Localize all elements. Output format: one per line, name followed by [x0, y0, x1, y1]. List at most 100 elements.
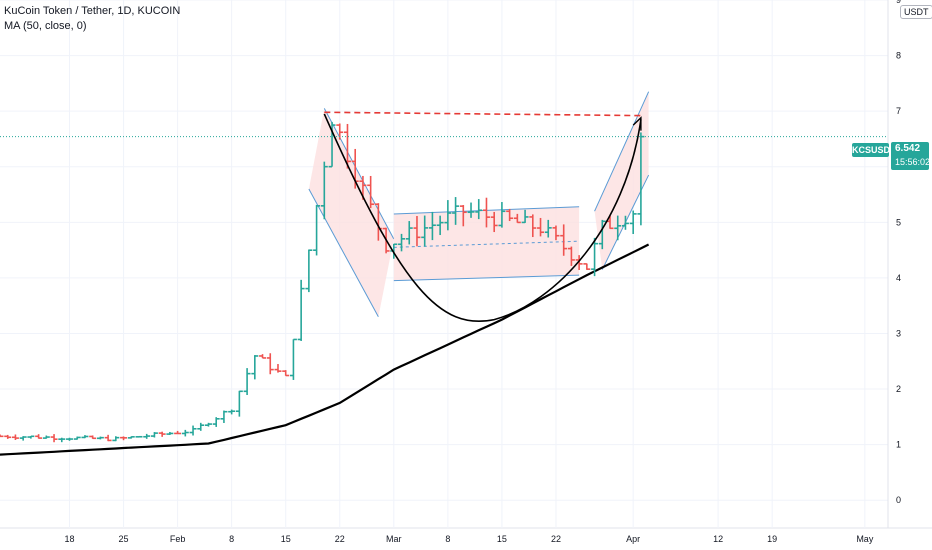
bar-up — [621, 215, 629, 230]
time-tick-label: 25 — [119, 534, 129, 544]
bar-up — [251, 355, 259, 380]
bar-up — [243, 368, 251, 396]
bar-up — [212, 417, 220, 427]
bar-up — [135, 435, 143, 438]
bar-up — [96, 436, 104, 440]
currency-badge[interactable]: USDT — [900, 5, 932, 19]
time-tick-label: 18 — [64, 534, 74, 544]
price-axis[interactable]: 0123456789 — [896, 0, 901, 505]
bar-up — [19, 436, 27, 441]
bar-down — [50, 434, 58, 443]
bar-down — [104, 434, 112, 442]
bar-up — [313, 204, 321, 256]
time-tick-label: 12 — [713, 534, 723, 544]
bar-down — [560, 224, 568, 256]
time-tick-label: 22 — [335, 534, 345, 544]
time-tick-label: 15 — [281, 534, 291, 544]
time-tick-label: 8 — [445, 534, 450, 544]
bar-down — [583, 263, 591, 270]
bar-down — [506, 208, 514, 222]
target-dashed-line — [324, 111, 641, 117]
bar-up — [42, 435, 50, 439]
bar-up — [112, 436, 120, 442]
price-tick-label: 2 — [896, 384, 901, 394]
left-channel-fill — [308, 108, 394, 317]
bar-up — [228, 409, 236, 415]
bar-up — [58, 437, 66, 443]
bar-up — [452, 197, 460, 225]
bar-down — [367, 175, 375, 209]
bar-up — [305, 249, 313, 293]
bar-up — [143, 433, 151, 439]
bar-down — [120, 436, 128, 441]
bar-up — [166, 431, 174, 435]
bar-up — [629, 210, 637, 235]
price-tick-label: 8 — [896, 51, 901, 61]
bar-up — [591, 237, 599, 277]
cup-arrowhead — [632, 116, 642, 131]
bar-up — [498, 202, 506, 228]
price-tick-label: 0 — [896, 495, 901, 505]
bar-down — [158, 431, 166, 437]
time-tick-label: Apr — [626, 534, 640, 544]
bar-down — [529, 214, 537, 238]
bar-up — [421, 215, 429, 247]
price-tick-label: 7 — [896, 106, 901, 116]
time-tick-label: 19 — [767, 534, 777, 544]
bar-up — [181, 429, 189, 437]
legend-title: KuCoin Token / Tether, 1D, KUCOIN — [4, 5, 181, 17]
bar-up — [73, 436, 81, 440]
symbol-price-label: KCSUSDT — [852, 143, 896, 157]
ohlc-bars — [0, 121, 645, 443]
price-tick-label: 1 — [896, 440, 901, 450]
price-tick-label: 9 — [896, 0, 901, 5]
bar-up — [27, 435, 35, 439]
bar-down — [274, 364, 282, 373]
bar-down — [259, 354, 267, 359]
bar-down — [459, 205, 467, 227]
bar-down — [174, 430, 182, 435]
bar-up — [398, 233, 406, 252]
legend-indicator[interactable]: MA (50, close, 0) — [4, 20, 87, 32]
bar-down — [567, 246, 575, 266]
bar-up — [150, 432, 158, 438]
right-channel-upper — [594, 91, 650, 212]
bar-up — [320, 161, 328, 220]
bar-up — [428, 211, 436, 241]
bar-down — [552, 225, 560, 241]
bar-up — [444, 200, 452, 231]
bar-up — [467, 202, 475, 218]
bar-up — [598, 219, 606, 250]
price-tick-label: 4 — [896, 273, 901, 283]
bar-down — [490, 211, 498, 233]
range-channel-lower — [393, 274, 580, 282]
bar-up — [235, 390, 243, 417]
bar-up — [205, 422, 212, 427]
time-tick-label: 15 — [497, 534, 507, 544]
bar-up — [189, 425, 197, 436]
bar-down — [35, 434, 43, 439]
last-price-value: 6.542 — [895, 143, 921, 154]
bar-up — [197, 422, 205, 431]
bar-up — [220, 410, 228, 423]
right-channel-fill — [594, 91, 649, 270]
bar-countdown: 15:56:02 — [895, 157, 931, 167]
left-channel-lower — [308, 188, 379, 318]
last-price-label: 6.542 15:56:02 — [891, 142, 931, 170]
bar-up — [475, 199, 483, 220]
bar-up — [544, 219, 552, 238]
bar-down — [575, 255, 583, 271]
bar-up — [521, 209, 529, 224]
bar-up — [436, 215, 444, 236]
time-tick-label: 8 — [229, 534, 234, 544]
bar-up — [289, 338, 297, 380]
bar-down — [89, 435, 97, 440]
bar-up — [66, 437, 73, 441]
drawing-lines — [0, 111, 888, 323]
bar-up — [81, 435, 89, 439]
price-tick-label: 3 — [896, 328, 901, 338]
moving-average-line — [0, 243, 650, 456]
bar-down — [266, 353, 274, 375]
time-axis[interactable]: 18 25 Feb 8 15 22 Mar 8 15 22 Apr 12 19 May — [64, 534, 873, 544]
